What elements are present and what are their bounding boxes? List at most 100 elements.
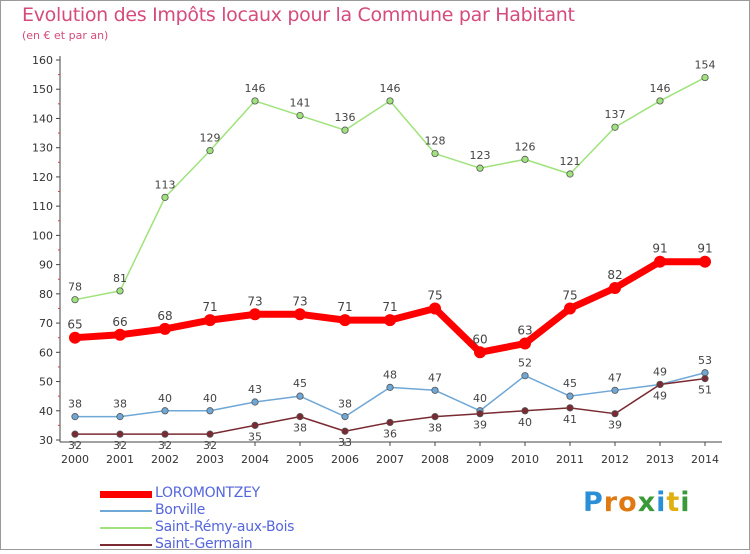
data-point [521,407,529,415]
y-tick-label: 130 [32,142,53,155]
data-label: 32 [203,439,217,452]
data-point [656,380,664,389]
data-label: 40 [473,392,487,405]
data-label: 146 [245,82,266,95]
data-point [386,97,394,105]
data-point [519,337,531,350]
y-tick-label: 100 [32,229,53,242]
proxiti-logo: Proxiti [583,487,691,518]
y-tick-label: 110 [32,200,53,213]
logo-letter: i [656,487,667,518]
data-point [161,193,169,201]
data-point [296,413,304,421]
logo-letter: i [680,487,691,518]
data-label: 32 [68,439,82,452]
data-point [656,97,664,105]
data-point [384,314,396,327]
y-tick-label: 120 [32,171,53,184]
data-label: 91 [652,242,667,256]
data-label: 82 [607,268,622,282]
x-tick-label: 2010 [511,453,539,466]
data-label: 35 [248,430,262,443]
x-tick-label: 2003 [196,453,224,466]
data-point [566,392,574,400]
data-label: 141 [290,97,311,110]
data-point [341,427,349,435]
data-label: 32 [158,439,172,452]
data-label: 121 [560,155,581,168]
data-point [654,255,666,268]
data-point [206,147,214,155]
x-tick-label: 2004 [241,453,269,466]
data-point [566,170,574,178]
data-point [476,164,484,172]
data-label: 123 [470,149,491,162]
data-point [699,255,711,268]
data-point [159,322,171,335]
data-point [71,413,79,421]
data-label: 91 [697,242,712,256]
legend-swatch [100,544,152,546]
data-label: 128 [425,135,446,148]
data-point [161,430,169,438]
data-point [429,302,441,315]
data-label: 45 [293,377,307,390]
data-point [114,328,126,341]
data-label: 47 [608,371,622,384]
data-point [294,308,306,321]
data-point [71,296,79,304]
x-tick-label: 2009 [466,453,494,466]
data-point [564,302,576,315]
data-point [431,386,439,394]
data-label: 52 [518,357,532,370]
data-label: 32 [113,439,127,452]
y-tick-label: 140 [32,112,53,125]
x-tick-label: 2013 [646,453,674,466]
data-label: 38 [113,398,127,411]
data-label: 38 [338,398,352,411]
data-label: 65 [67,318,82,332]
x-tick-label: 2002 [151,453,179,466]
data-label: 113 [155,178,176,191]
data-point [609,282,621,294]
data-label: 39 [473,419,487,432]
data-label: 49 [653,389,667,402]
logo-letter: t [666,487,681,518]
x-tick-label: 2011 [556,453,584,466]
data-label: 40 [158,392,172,405]
data-point [249,308,261,321]
data-label: 38 [293,422,307,435]
data-point [341,413,349,421]
x-tick-label: 2012 [601,453,629,466]
x-tick-label: 2014 [691,453,719,466]
data-point [206,430,214,438]
y-tick-label: 30 [39,434,53,447]
logo-letter: r [603,487,619,518]
data-label: 47 [428,371,442,384]
data-point [521,372,529,380]
y-tick-label: 40 [39,405,53,418]
data-label: 71 [382,300,397,314]
data-label: 146 [380,82,401,95]
legend-label: Saint-Germain [155,536,253,552]
data-label: 33 [338,436,352,449]
data-label: 51 [698,384,712,397]
data-label: 49 [653,365,667,378]
data-point [161,407,169,415]
data-point [386,418,394,427]
data-point [251,398,259,406]
data-label: 43 [248,383,262,396]
data-point [116,430,124,438]
x-tick-label: 2007 [376,453,404,466]
data-label: 129 [200,132,221,145]
data-point [431,149,439,158]
data-label: 75 [562,288,577,302]
data-label: 154 [695,59,716,72]
data-label: 39 [608,419,622,432]
data-label: 40 [518,416,532,429]
data-label: 48 [383,368,397,381]
data-point [296,392,304,400]
data-label: 45 [563,377,577,390]
data-label: 126 [515,140,536,153]
